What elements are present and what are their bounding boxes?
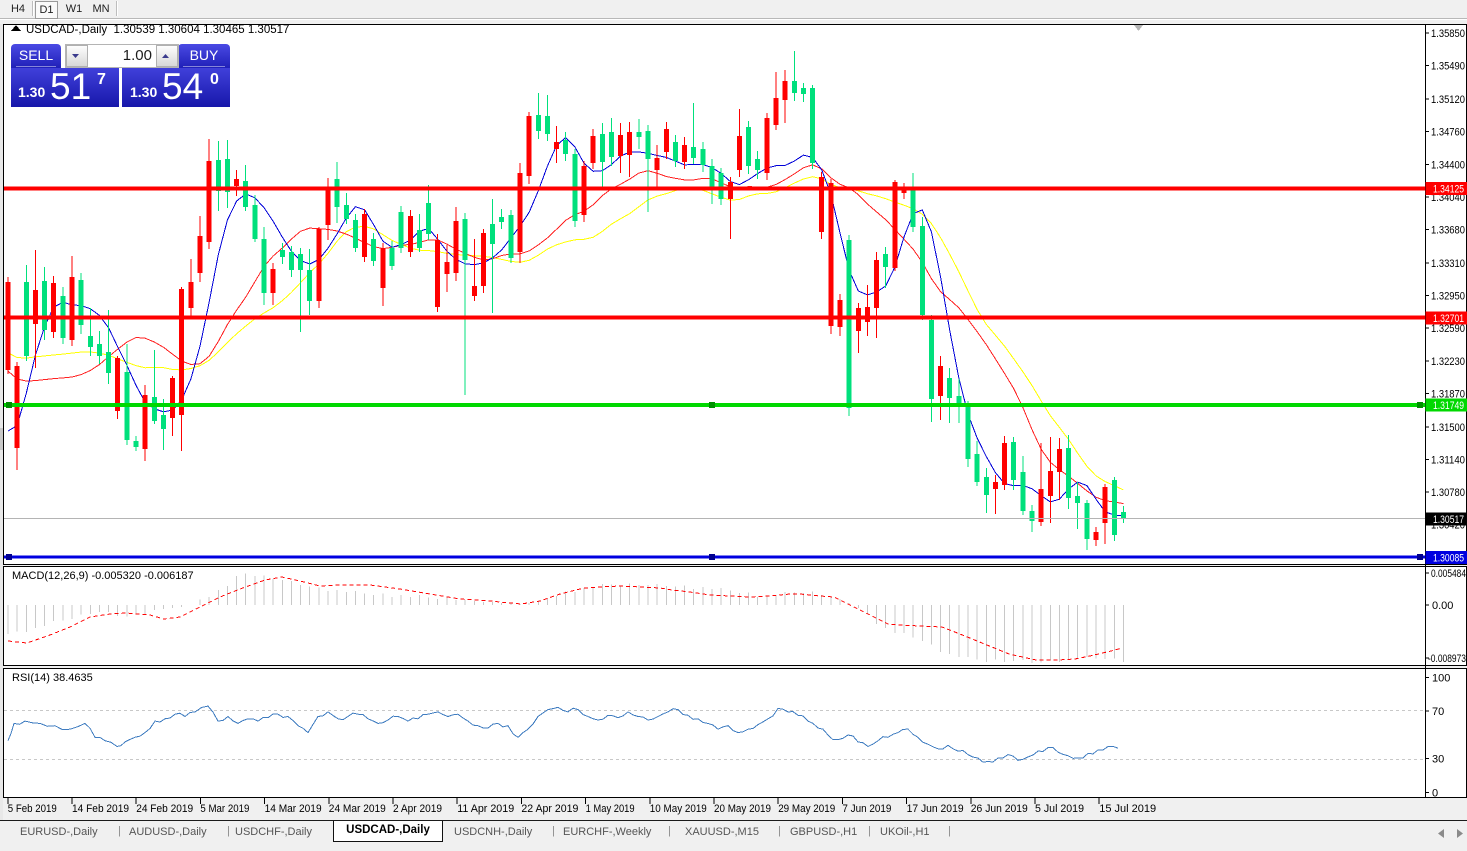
svg-text:1.35490: 1.35490: [1431, 61, 1465, 73]
svg-text:1.33310: 1.33310: [1431, 258, 1465, 270]
svg-text:30: 30: [1432, 754, 1444, 766]
svg-text:MACD(12,26,9) -0.005320 -0.006: MACD(12,26,9) -0.005320 -0.006187: [12, 570, 194, 582]
svg-text:5 Mar 2019: 5 Mar 2019: [200, 803, 249, 815]
svg-text:24 Mar 2019: 24 Mar 2019: [329, 803, 386, 815]
svg-text:1.32950: 1.32950: [1431, 291, 1465, 303]
svg-text:2 Apr 2019: 2 Apr 2019: [393, 803, 442, 815]
svg-text:1.35120: 1.35120: [1431, 94, 1465, 106]
svg-text:11 Apr 2019: 11 Apr 2019: [457, 803, 514, 815]
svg-text:1.34760: 1.34760: [1431, 127, 1465, 139]
svg-text:24 Feb 2019: 24 Feb 2019: [136, 803, 193, 815]
svg-text:0.00: 0.00: [1432, 600, 1453, 612]
svg-text:15 Jul 2019: 15 Jul 2019: [1099, 803, 1156, 815]
svg-text:1.30780: 1.30780: [1431, 487, 1465, 499]
svg-text:10 May 2019: 10 May 2019: [650, 803, 707, 815]
svg-text:1.35850: 1.35850: [1431, 28, 1465, 40]
svg-text:7 Jun 2019: 7 Jun 2019: [842, 803, 891, 815]
svg-text:1.32701: 1.32701: [1433, 313, 1464, 325]
svg-text:14 Feb 2019: 14 Feb 2019: [72, 803, 129, 815]
svg-text:20 May 2019: 20 May 2019: [714, 803, 771, 815]
svg-text:1.34400: 1.34400: [1431, 159, 1465, 171]
svg-text:1.31500: 1.31500: [1431, 422, 1465, 434]
svg-text:1.34125: 1.34125: [1433, 184, 1464, 196]
svg-text:5 Jul 2019: 5 Jul 2019: [1035, 803, 1084, 815]
svg-text:100: 100: [1432, 672, 1450, 684]
svg-text:USDCAD-,Daily 1.30539 1.30604: USDCAD-,Daily 1.30539 1.30604 1.30465 1.…: [26, 24, 289, 36]
svg-text:1 May 2019: 1 May 2019: [586, 803, 635, 815]
svg-text:14 Mar 2019: 14 Mar 2019: [265, 803, 322, 815]
svg-text:1.32230: 1.32230: [1431, 356, 1465, 368]
svg-text:0: 0: [1432, 788, 1438, 800]
svg-text:70: 70: [1432, 706, 1444, 718]
svg-text:1.31140: 1.31140: [1431, 455, 1465, 467]
svg-text:1.32590: 1.32590: [1431, 323, 1465, 335]
svg-text:26 Jun 2019: 26 Jun 2019: [971, 803, 1028, 815]
svg-text:17 Jun 2019: 17 Jun 2019: [907, 803, 964, 815]
svg-text:1.30517: 1.30517: [1433, 514, 1464, 526]
svg-text:5 Feb 2019: 5 Feb 2019: [8, 803, 57, 815]
svg-text:1.30085: 1.30085: [1433, 553, 1464, 565]
svg-text:RSI(14) 38.4635: RSI(14) 38.4635: [12, 672, 93, 684]
svg-text:1.33680: 1.33680: [1431, 225, 1465, 237]
svg-text:1.31749: 1.31749: [1433, 400, 1464, 412]
svg-text:22 Apr 2019: 22 Apr 2019: [521, 803, 578, 815]
svg-text:-0.008973: -0.008973: [1428, 653, 1466, 665]
svg-text:29 May 2019: 29 May 2019: [778, 803, 835, 815]
svg-text:0.005484: 0.005484: [1431, 568, 1466, 580]
